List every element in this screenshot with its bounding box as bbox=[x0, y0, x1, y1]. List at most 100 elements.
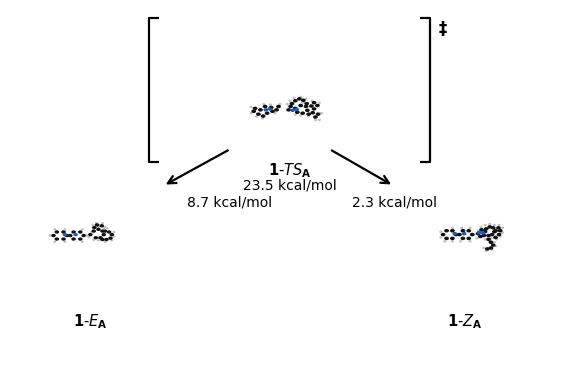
Circle shape bbox=[289, 100, 291, 101]
Circle shape bbox=[62, 238, 65, 240]
Circle shape bbox=[300, 96, 301, 98]
Circle shape bbox=[470, 234, 474, 236]
Circle shape bbox=[93, 227, 96, 229]
Circle shape bbox=[497, 227, 500, 229]
Circle shape bbox=[106, 228, 108, 229]
Circle shape bbox=[287, 109, 290, 111]
Circle shape bbox=[301, 112, 304, 114]
Circle shape bbox=[315, 119, 316, 120]
Circle shape bbox=[307, 113, 310, 115]
Circle shape bbox=[440, 231, 441, 232]
Circle shape bbox=[304, 106, 308, 107]
Circle shape bbox=[312, 102, 316, 104]
Circle shape bbox=[467, 237, 470, 240]
Circle shape bbox=[64, 229, 66, 230]
Circle shape bbox=[54, 241, 55, 242]
Circle shape bbox=[453, 233, 456, 235]
Text: 2.3 kcal/mol: 2.3 kcal/mol bbox=[352, 195, 437, 209]
Circle shape bbox=[461, 230, 465, 232]
Circle shape bbox=[91, 231, 93, 233]
Circle shape bbox=[105, 238, 108, 240]
Circle shape bbox=[479, 236, 482, 237]
Circle shape bbox=[451, 237, 454, 240]
Circle shape bbox=[483, 247, 484, 248]
Circle shape bbox=[484, 228, 488, 230]
Circle shape bbox=[104, 226, 106, 227]
Circle shape bbox=[92, 230, 95, 232]
Circle shape bbox=[467, 230, 470, 232]
Circle shape bbox=[55, 238, 58, 240]
Circle shape bbox=[290, 103, 292, 105]
Circle shape bbox=[104, 230, 107, 232]
Circle shape bbox=[451, 230, 454, 232]
Circle shape bbox=[490, 238, 491, 239]
Circle shape bbox=[89, 234, 92, 236]
Circle shape bbox=[498, 230, 502, 232]
Circle shape bbox=[88, 237, 90, 238]
Circle shape bbox=[102, 234, 106, 236]
Circle shape bbox=[65, 234, 68, 237]
Circle shape bbox=[94, 237, 97, 239]
Circle shape bbox=[310, 105, 313, 107]
Circle shape bbox=[301, 102, 303, 103]
Circle shape bbox=[279, 103, 280, 105]
Circle shape bbox=[473, 234, 475, 235]
Circle shape bbox=[304, 102, 305, 103]
Circle shape bbox=[271, 110, 274, 112]
Circle shape bbox=[305, 98, 307, 99]
Circle shape bbox=[79, 231, 82, 233]
Circle shape bbox=[275, 113, 276, 114]
Circle shape bbox=[291, 109, 294, 112]
Circle shape bbox=[286, 103, 288, 105]
Circle shape bbox=[277, 106, 280, 107]
Circle shape bbox=[69, 234, 72, 237]
Circle shape bbox=[494, 224, 495, 226]
Circle shape bbox=[482, 234, 486, 237]
Circle shape bbox=[461, 227, 462, 229]
Circle shape bbox=[52, 234, 55, 237]
Text: $\mathbf{1\text{-}\mathit{TS}_A}$: $\mathbf{1\text{-}\mathit{TS}_A}$ bbox=[268, 162, 311, 180]
Circle shape bbox=[316, 105, 319, 107]
Circle shape bbox=[82, 241, 83, 242]
Circle shape bbox=[444, 241, 445, 242]
Circle shape bbox=[318, 119, 320, 120]
Circle shape bbox=[487, 234, 490, 237]
Circle shape bbox=[295, 108, 298, 110]
Circle shape bbox=[250, 106, 252, 107]
Circle shape bbox=[250, 113, 252, 114]
Circle shape bbox=[311, 112, 314, 114]
Circle shape bbox=[489, 247, 493, 249]
Circle shape bbox=[500, 236, 501, 237]
Circle shape bbox=[495, 245, 496, 247]
Circle shape bbox=[96, 224, 99, 226]
Circle shape bbox=[289, 106, 292, 107]
Circle shape bbox=[294, 114, 296, 115]
Text: $\mathbf{1\text{-}\mathit{E}_A}$: $\mathbf{1\text{-}\mathit{E}_A}$ bbox=[73, 313, 108, 331]
Circle shape bbox=[264, 109, 268, 111]
Circle shape bbox=[82, 234, 85, 237]
Text: 23.5 kcal/mol: 23.5 kcal/mol bbox=[243, 179, 336, 193]
Circle shape bbox=[269, 106, 273, 109]
Circle shape bbox=[502, 227, 503, 229]
Text: $\mathbf{1\text{-}\mathit{Z}_A}$: $\mathbf{1\text{-}\mathit{Z}_A}$ bbox=[447, 313, 482, 331]
Circle shape bbox=[483, 231, 487, 233]
Circle shape bbox=[480, 226, 482, 227]
Circle shape bbox=[113, 231, 115, 233]
Circle shape bbox=[294, 107, 297, 109]
Circle shape bbox=[476, 238, 477, 239]
Circle shape bbox=[480, 229, 483, 231]
Circle shape bbox=[262, 118, 264, 119]
Circle shape bbox=[259, 109, 262, 111]
Circle shape bbox=[502, 232, 503, 233]
Circle shape bbox=[97, 226, 99, 227]
Circle shape bbox=[318, 102, 320, 103]
Circle shape bbox=[108, 231, 111, 233]
Circle shape bbox=[265, 112, 269, 114]
Circle shape bbox=[476, 233, 480, 235]
Circle shape bbox=[104, 241, 106, 242]
Circle shape bbox=[64, 234, 66, 236]
Circle shape bbox=[261, 115, 265, 117]
Circle shape bbox=[72, 238, 75, 240]
Circle shape bbox=[312, 108, 316, 110]
Circle shape bbox=[491, 244, 495, 246]
